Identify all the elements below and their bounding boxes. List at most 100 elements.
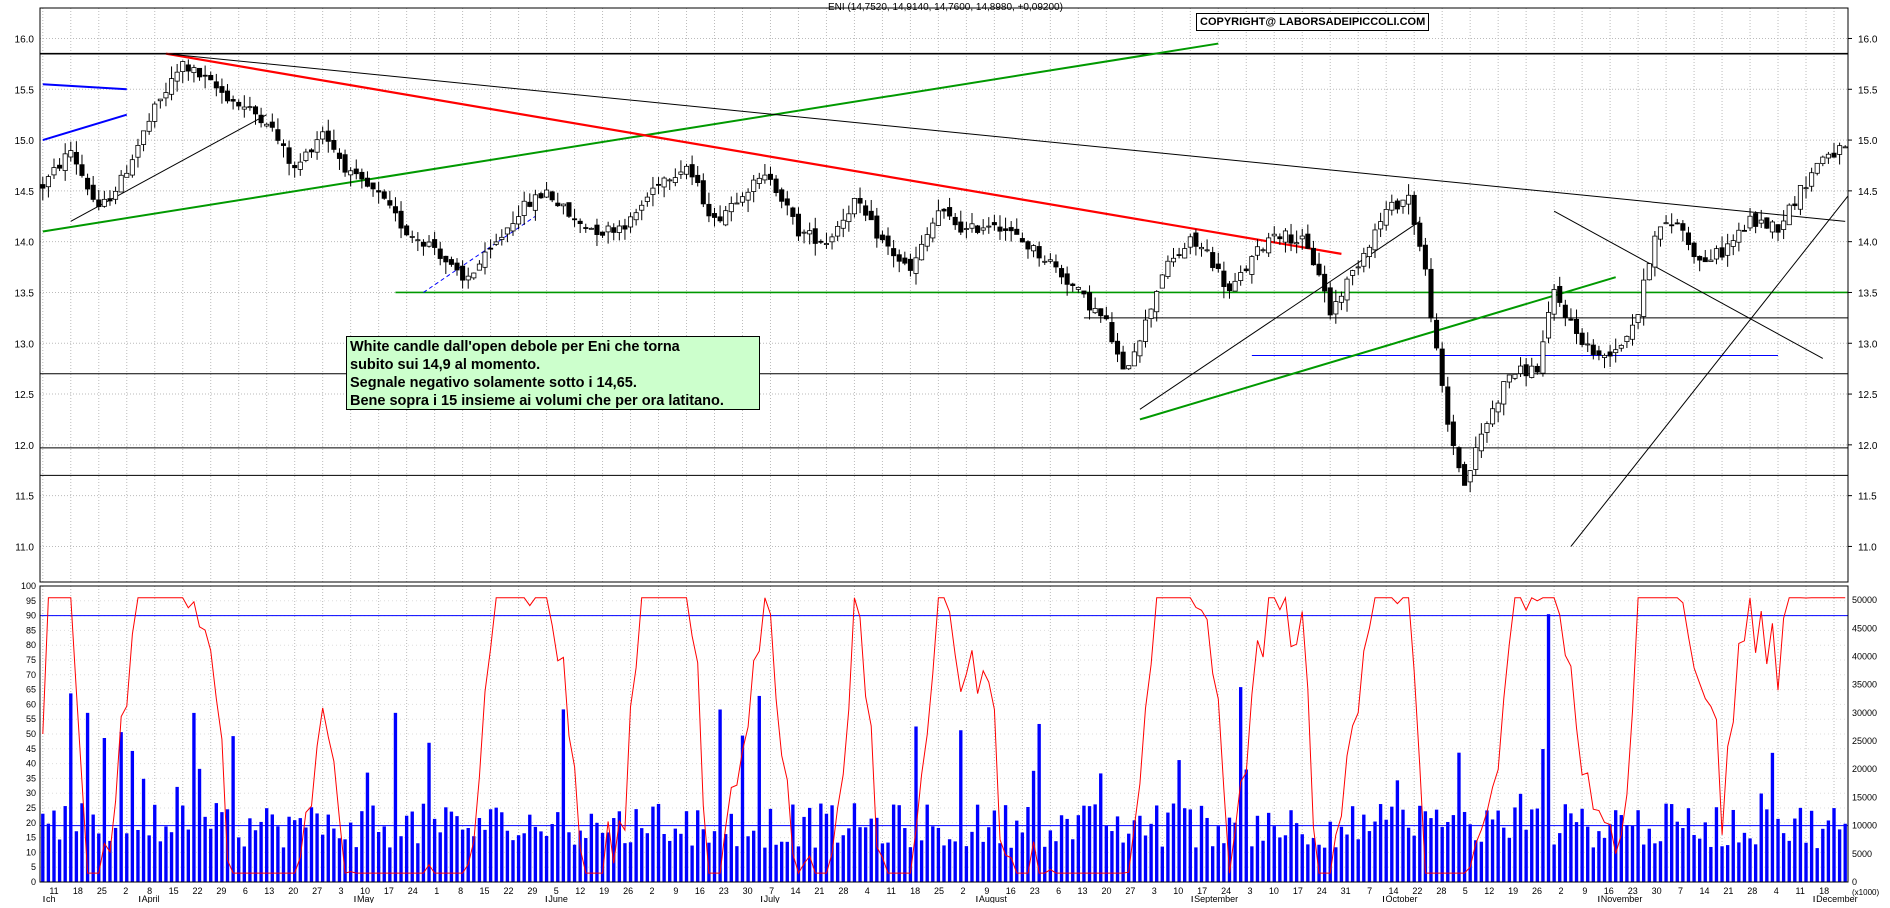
candle	[1036, 241, 1042, 267]
candle	[1070, 282, 1076, 292]
candle-body	[353, 168, 359, 175]
candle	[1120, 345, 1126, 370]
candle-body	[997, 226, 1003, 232]
x-axis-day-label: 22	[503, 886, 513, 896]
candle	[577, 218, 583, 234]
candle	[180, 60, 186, 83]
volume-bar	[1530, 809, 1534, 882]
candle	[1540, 330, 1546, 377]
x-axis-day-label: 26	[623, 886, 633, 896]
candle	[482, 242, 488, 275]
candle	[689, 155, 695, 186]
candle-body	[1456, 447, 1462, 469]
candle	[1417, 216, 1423, 252]
volume-bar	[1815, 848, 1819, 882]
candle	[801, 229, 807, 244]
candle	[1366, 244, 1372, 269]
volume-bar	[1401, 809, 1405, 882]
candle-body	[152, 103, 158, 122]
candle	[73, 141, 79, 175]
candle-body	[622, 225, 628, 230]
candle-body	[577, 220, 583, 225]
oscillator-axis-label: 20	[26, 818, 36, 828]
volume-bar	[987, 827, 991, 882]
candle	[57, 158, 63, 172]
price-axis-label-right: 15.5	[1858, 85, 1878, 96]
volume-bar	[237, 837, 241, 882]
volume-bar	[1143, 835, 1148, 882]
candle-body	[1070, 283, 1076, 286]
candle	[1646, 262, 1652, 281]
candle-body	[907, 258, 913, 271]
candle-body	[1243, 268, 1249, 272]
volume-bar	[1294, 823, 1299, 882]
volume-bar	[1697, 838, 1702, 882]
volume-bar	[220, 812, 224, 882]
candle-body	[812, 228, 818, 244]
candle	[269, 113, 275, 132]
x-axis-day-label: 30	[743, 886, 753, 896]
candle-body	[1747, 215, 1753, 229]
volume-bar	[1356, 839, 1360, 882]
candle	[236, 99, 242, 111]
volume-bar	[1513, 807, 1517, 882]
candle-body	[169, 78, 175, 95]
candle-body	[320, 131, 326, 140]
axes-layer: 16.0 15.5 15.0 14.5 14.0 13.5 13.0 12.5 12.0 11.5…	[15, 7, 1879, 904]
candle	[258, 107, 264, 128]
candle-body	[213, 81, 219, 89]
candle	[286, 140, 292, 176]
candle	[924, 227, 930, 252]
candle-body	[1495, 402, 1501, 413]
candle	[1114, 333, 1121, 363]
candle	[208, 71, 214, 81]
volume-bar	[752, 830, 756, 882]
volume-bar	[1781, 833, 1786, 882]
x-axis-day-label: 6	[1056, 886, 1061, 896]
volume-bar	[572, 844, 577, 882]
candle	[1680, 220, 1686, 242]
candle-body	[1809, 172, 1815, 187]
x-axis-day-label: 9	[984, 886, 989, 896]
candle-body	[180, 61, 186, 72]
volume-bar	[1507, 837, 1512, 882]
candle	[157, 98, 163, 109]
x-axis-day-label: 24	[408, 886, 418, 896]
volume-bar	[802, 816, 806, 882]
candle-body	[1266, 237, 1272, 254]
volume-bar	[1451, 815, 1456, 882]
volume-bar	[136, 829, 140, 882]
candle-body	[376, 190, 382, 193]
candle-body	[700, 180, 706, 205]
candle-body	[678, 171, 684, 175]
volume-bar	[1188, 809, 1192, 882]
candle-body	[336, 152, 342, 159]
black-trendline	[1570, 195, 1849, 547]
volume-bar	[830, 805, 834, 882]
volume-bar	[1205, 817, 1209, 882]
volume-bar	[1317, 844, 1321, 882]
candle-body	[628, 216, 634, 228]
volume-bar	[1194, 847, 1198, 882]
volume-bar	[1121, 842, 1125, 882]
candle	[1512, 373, 1518, 381]
candle-body	[544, 189, 550, 198]
candle	[314, 131, 320, 160]
candle	[1047, 253, 1053, 264]
candle-body	[185, 64, 191, 72]
candle	[1383, 201, 1389, 231]
candle-body	[460, 265, 466, 281]
candle-body	[924, 234, 930, 247]
volume-bar	[1390, 806, 1394, 882]
candle-body	[230, 99, 236, 102]
candle-body	[1490, 408, 1496, 425]
x-axis-day-label: 25	[97, 886, 107, 896]
volume-bar	[981, 841, 985, 882]
oscillator-axis-label: 65	[26, 685, 36, 695]
candle	[1064, 266, 1070, 296]
oscillator-axis-label: 50	[26, 729, 36, 739]
volume-bar	[1322, 847, 1327, 882]
candle-body	[432, 239, 438, 248]
candle	[1820, 155, 1826, 167]
candle-body	[129, 159, 135, 176]
